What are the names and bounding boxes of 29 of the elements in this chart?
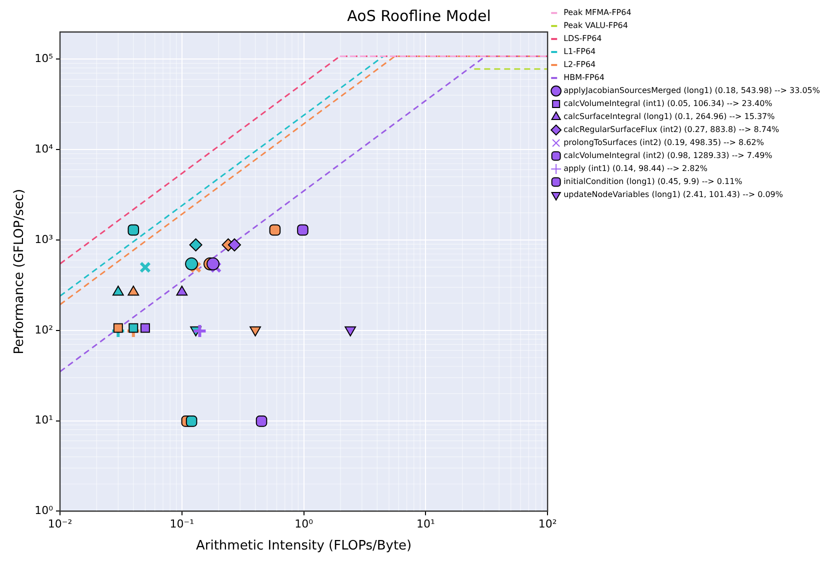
- legend-label: initialCondition (long1) (0.45, 9.9) --> 0.11%: [564, 177, 743, 186]
- x-axis-title: Arithmetic Intensity (FLOPs/Byte): [196, 538, 412, 554]
- legend-label: LDS-FP64: [564, 34, 602, 44]
- legend-label: prolongToSurfaces (int2) (0.19, 498.35) --> 8.62%: [564, 138, 764, 148]
- y-tick-label: 10¹: [34, 414, 54, 427]
- y-axis-title: Performance (GFLOP/sec): [12, 188, 28, 354]
- legend-label: L1-FP64: [564, 47, 596, 56]
- x-tick-label: 10⁻¹: [170, 518, 194, 531]
- x-tick-label: 10⁰: [294, 518, 314, 531]
- y-tick-label: 10³: [34, 232, 54, 246]
- y-tick-label: 10⁰: [34, 504, 54, 518]
- x-tick-label: 10²: [538, 518, 557, 531]
- legend-label: updateNodeVariables (long1) (2.41, 101.43) --> 0.09%: [564, 190, 784, 200]
- y-tick-label: 10²: [34, 323, 54, 336]
- legend-label: HBM-FP64: [564, 73, 604, 82]
- legend-label: calcVolumeIntegral (int1) (0.05, 106.34) --> 23.40%: [564, 99, 773, 108]
- legend-label: calcSurfaceIntegral (long1) (0.1, 264.96) --> 15.37%: [564, 112, 776, 122]
- y-tick-label: 10⁵: [34, 52, 54, 66]
- legend-label: L2-FP64: [564, 60, 596, 70]
- legend-label: apply (int1) (0.14, 98.44) --> 2.82%: [564, 164, 708, 174]
- x-tick-label: 10⁻²: [48, 518, 72, 531]
- x-tick-label: 10¹: [416, 518, 435, 531]
- legend-label: Peak VALU-FP64: [564, 21, 628, 30]
- legend-label: calcRegularSurfaceFlux (int2) (0.27, 883.8) --> 8.74%: [564, 125, 780, 134]
- legend-label: calcVolumeIntegral (int2) (0.98, 1289.33) --> 7.49%: [564, 151, 773, 160]
- chart-title: AoS Roofline Model: [347, 6, 491, 25]
- legend-label: Peak MFMA-FP64: [564, 8, 632, 18]
- y-tick-label: 10⁴: [34, 142, 54, 156]
- legend-label: applyJacobianSourcesMerged (long1) (0.18, 543.98) --> 33.05%: [564, 86, 820, 96]
